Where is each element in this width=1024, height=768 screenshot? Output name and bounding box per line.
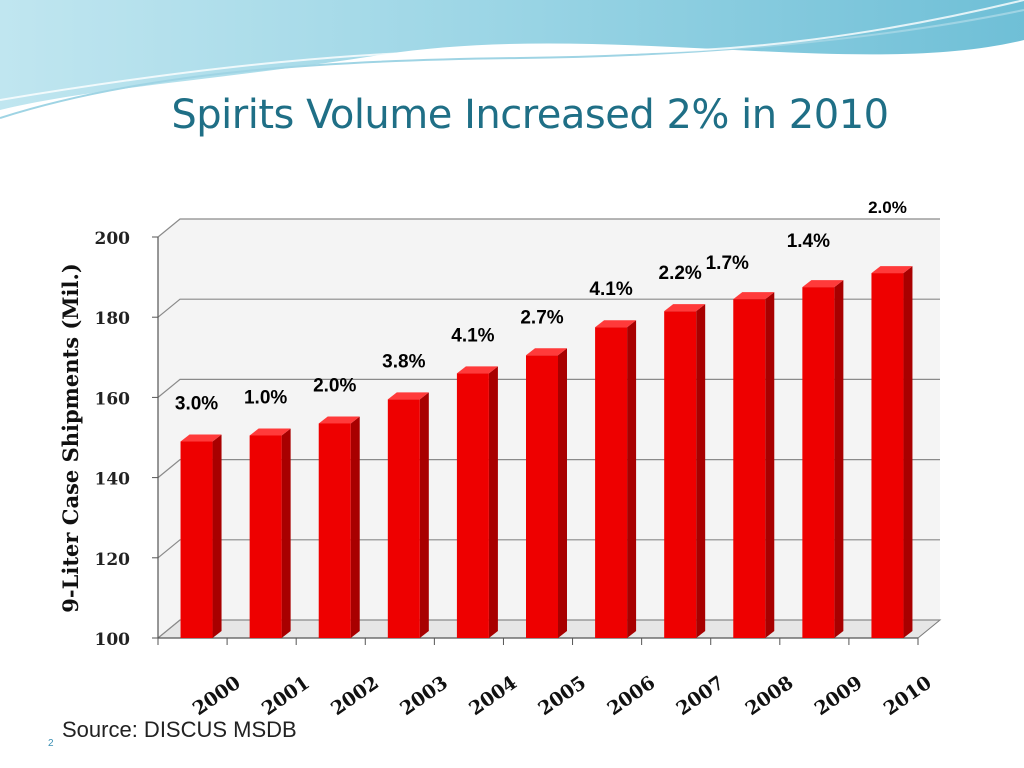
x-tick-label: 2008 [742,672,798,720]
y-tick-label: 160 [95,389,131,409]
bar-front [387,399,420,638]
bar-side [834,280,844,638]
y-tick-label: 180 [95,309,131,329]
bar-side [419,392,429,638]
data-label: 2.2% [659,263,702,284]
y-tick-label: 200 [95,229,131,249]
bar [180,434,222,638]
bar-top [318,416,360,424]
bar-top [802,280,844,288]
bar-side [903,266,913,638]
bar-front [733,299,766,638]
data-label: 2.7% [520,307,563,328]
bar [595,320,637,638]
bar-top [526,348,567,356]
data-label: 3.8% [382,351,425,372]
bar [733,292,775,638]
data-label: 1.0% [244,387,287,408]
data-label: 1.4% [787,231,830,252]
x-tick-label: 2001 [258,672,314,720]
x-tick-label: 2010 [880,672,936,720]
bar-top [249,428,291,436]
bar [318,416,360,638]
bar-front [802,287,835,638]
bar-top [733,292,775,300]
y-tick-label: 120 [95,550,131,570]
bar-side [696,304,706,638]
slide-title: Spirits Volume Increased 2% in 2010 [171,92,889,138]
bar-side [627,320,637,638]
bar [871,266,913,638]
gridline [157,298,940,318]
data-label: 2.0% [313,375,356,396]
bar-front [180,441,213,638]
gridline [157,218,940,238]
data-label: 4.1% [589,279,632,300]
bar [802,280,844,638]
data-label: 1.7% [706,253,749,274]
y-axis-label: 9-Liter Case Shipments (Mil.) [58,263,83,612]
data-label: 2.0% [868,198,907,217]
bar-side [558,348,567,638]
bar-front [526,355,558,638]
bar-side [350,416,360,638]
bar-top [595,320,637,328]
bar-front [595,327,628,638]
header-wave-light [0,9,1024,119]
bar-side [212,434,222,638]
header-wave-line [0,0,1024,101]
bar [387,392,429,638]
bar-side [765,292,775,638]
y-tick-label: 140 [95,470,131,490]
x-tick-label: 2007 [672,672,728,720]
x-tick-label: 2006 [603,672,659,720]
bar-top [664,304,706,312]
bar [249,428,291,638]
bar-side [488,366,498,638]
bar-top [456,366,498,374]
bar [664,304,706,638]
bar-side [281,428,291,638]
bar-front [249,435,282,638]
bar-top [180,434,222,442]
source-note: Source: DISCUS MSDB [62,717,297,742]
bar [526,348,567,638]
x-tick-label: 2009 [811,672,867,720]
x-tick-label: 2004 [465,672,521,720]
bar-front [456,373,489,638]
x-tick-label: 2002 [327,672,383,720]
x-tick-label: 2005 [534,672,590,720]
data-label: 3.0% [175,394,218,415]
bar-front [871,273,904,638]
bar-front [318,423,351,638]
bar [456,366,498,638]
bar-front [664,311,697,638]
header-wave [0,0,1024,110]
bar-top [871,266,913,274]
bar-top [387,392,429,400]
data-label: 4.1% [451,325,494,346]
x-tick-label: 2000 [189,672,245,720]
x-tick-label: 2003 [396,672,452,720]
slide-number: 2 [48,738,54,749]
y-tick-label: 100 [95,630,131,650]
